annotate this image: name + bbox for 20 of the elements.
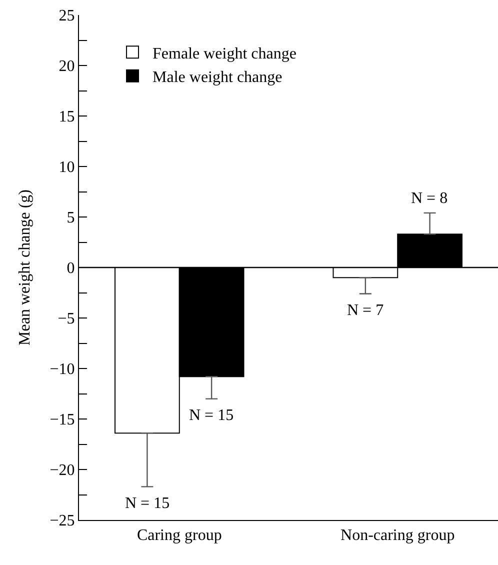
x-tick-label: Non-caring group — [340, 527, 455, 544]
y-tick-label: −25 — [50, 512, 75, 530]
y-tick-label: −15 — [50, 412, 75, 429]
y-tick-label: 10 — [58, 159, 75, 176]
y-tick-label: 0 — [66, 260, 75, 278]
y-tick-label: 20 — [58, 58, 75, 76]
annotation: N = 7 — [347, 302, 384, 319]
y-axis-title: Mean weight change (g) — [16, 190, 34, 346]
y-tick-label: −20 — [50, 462, 75, 480]
y-tick-label: 15 — [58, 108, 75, 126]
y-tick-label: 5 — [66, 210, 75, 227]
legend-label: Male weight change — [152, 69, 282, 86]
annotation: N = 15 — [125, 495, 170, 512]
legend-label: Female weight change — [152, 45, 296, 62]
y-tick-label: −10 — [50, 361, 75, 378]
y-tick-label: −5 — [58, 310, 75, 328]
annotation: N = 8 — [411, 190, 448, 207]
annotation: N = 15 — [189, 407, 234, 424]
x-tick-label: Caring group — [136, 527, 222, 544]
y-tick-label: 25 — [58, 8, 75, 25]
